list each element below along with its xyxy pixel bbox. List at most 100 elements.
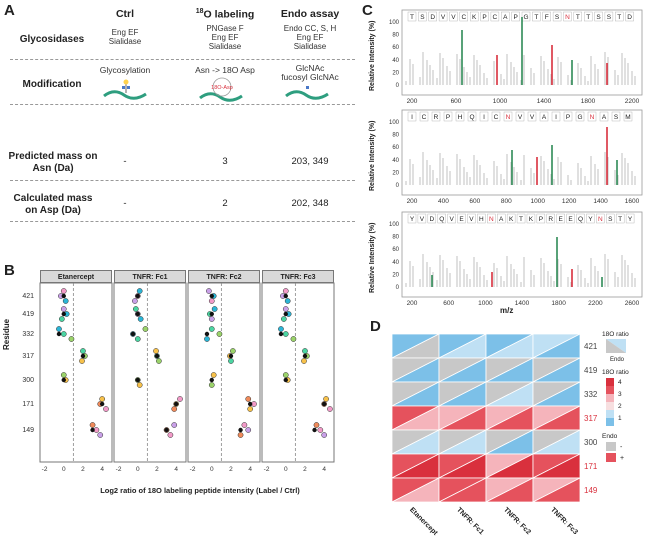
sequence-residue-box: [599, 111, 609, 122]
data-point: [99, 396, 106, 402]
sequence-residue: E: [459, 216, 464, 223]
mean-point: [61, 377, 66, 383]
x-tick-label: 2600: [625, 300, 640, 307]
data-point: [80, 348, 86, 354]
mean-point: [278, 331, 284, 337]
x-tick-label: -2: [42, 466, 48, 473]
x-tick-label: -2: [116, 466, 122, 473]
sequence-residue: A: [542, 114, 547, 121]
mean-point: [283, 311, 288, 317]
x-tick-label: 1800: [581, 98, 596, 105]
sequence-residue-box: [604, 11, 614, 22]
sequence-residue-box: [511, 11, 520, 22]
heatmap-row-label: 300: [584, 438, 598, 447]
y-tick-label: 80: [392, 33, 399, 39]
x-tick-label: 600: [451, 98, 462, 105]
x-tick-label: -2: [190, 466, 196, 473]
cell-predicted-endo: 203, 349: [291, 156, 329, 167]
panel-label-c: C: [362, 2, 373, 19]
sequence-residue-box: [583, 11, 593, 22]
row-label-predicted-mass: Predicted mass on Asn (Da): [8, 151, 98, 174]
data-point: [278, 326, 284, 332]
sequence-residue: A: [503, 14, 508, 21]
data-point: [282, 372, 289, 378]
sequence-residue: N: [598, 216, 603, 223]
sequence-residue-box: [515, 111, 525, 122]
data-point: [167, 432, 174, 438]
heatmap-col-label: TNFR: Fc1: [455, 506, 485, 536]
sequence-residue-box: [586, 213, 595, 224]
sequence-residue: A: [602, 114, 607, 121]
data-point: [62, 298, 69, 304]
sequence-residue: T: [519, 216, 523, 223]
legend-scale-tick: 2: [618, 403, 622, 410]
x-tick-label: 1400: [515, 300, 530, 307]
data-point: [60, 372, 67, 378]
mean-point: [61, 293, 66, 299]
sequence-residue: A: [499, 216, 504, 223]
y-tick-label: 20: [392, 70, 399, 76]
x-tick-label: 2: [155, 466, 159, 473]
residue-tick-label: 300: [22, 377, 34, 384]
sequence-residue-box: [455, 111, 465, 122]
sequence-residue: V: [449, 216, 454, 223]
sequence-residue-box: [532, 11, 541, 22]
y-tick-label: 0: [396, 83, 400, 89]
heatmap-row-label: 149: [584, 486, 598, 495]
data-point: [103, 406, 109, 412]
data-point: [210, 372, 217, 378]
sequence-residue: Y: [410, 216, 415, 223]
sequence-residue-box: [431, 111, 441, 122]
legend-endo-minus-swatch: [606, 442, 616, 451]
x-tick-label: 4: [100, 466, 104, 473]
sequence-residue: Q: [578, 216, 583, 223]
residue-tick-label: 149: [22, 427, 34, 434]
y-tick-label: 0: [396, 183, 400, 189]
data-point: [171, 422, 178, 428]
sequence-residue: I: [483, 114, 485, 121]
x-tick-label: 200: [407, 98, 418, 105]
sequence-residue: K: [472, 14, 477, 21]
sequence-residue: V: [441, 14, 446, 21]
sequence-residue-box: [573, 11, 583, 22]
data-point: [211, 306, 218, 312]
mean-point: [204, 331, 210, 337]
data-point: [290, 336, 297, 342]
data-point: [208, 316, 215, 322]
mean-point: [80, 353, 86, 359]
spectrum-ylabel: Relative Intensity (%): [369, 21, 376, 91]
mean-point: [130, 331, 136, 337]
sequence-residue-box: [551, 111, 561, 122]
y-tick-label: 80: [392, 235, 399, 241]
sequence-residue-box: [615, 11, 624, 22]
x-tick-label: 0: [62, 466, 66, 473]
mean-point: [173, 401, 179, 407]
sequence-residue: Q: [469, 114, 474, 121]
sequence-residue-box: [594, 11, 603, 22]
data-point: [208, 382, 215, 388]
data-point: [301, 358, 307, 364]
sequence-residue-box: [556, 213, 565, 224]
data-point: [171, 406, 178, 412]
panel-b-xlabel: Log2 ratio of 18O labeling peptide inten…: [100, 486, 300, 495]
data-point: [136, 382, 143, 388]
legend-ratio-sub: Endo: [610, 357, 625, 363]
sequence-residue: D: [430, 14, 435, 21]
sequence-residue: Y: [628, 216, 633, 223]
mean-point: [99, 401, 105, 407]
mean-point: [164, 427, 169, 433]
data-point: [313, 422, 320, 428]
data-point: [245, 427, 252, 433]
data-point: [317, 427, 324, 433]
x-tick-label: 2200: [588, 300, 603, 307]
sequence-residue: E: [559, 216, 564, 223]
sequence-residue: K: [529, 216, 534, 223]
data-point: [142, 326, 149, 332]
legend-scale-block: [606, 402, 614, 410]
col-header-endo: Endo assay: [280, 8, 340, 20]
y-tick-label: 100: [389, 222, 400, 228]
row-divider: [10, 221, 355, 222]
y-tick-label: 40: [392, 58, 399, 64]
svg-text:18O-Asp: 18O-Asp: [211, 85, 233, 91]
sequence-residue: V: [420, 216, 425, 223]
